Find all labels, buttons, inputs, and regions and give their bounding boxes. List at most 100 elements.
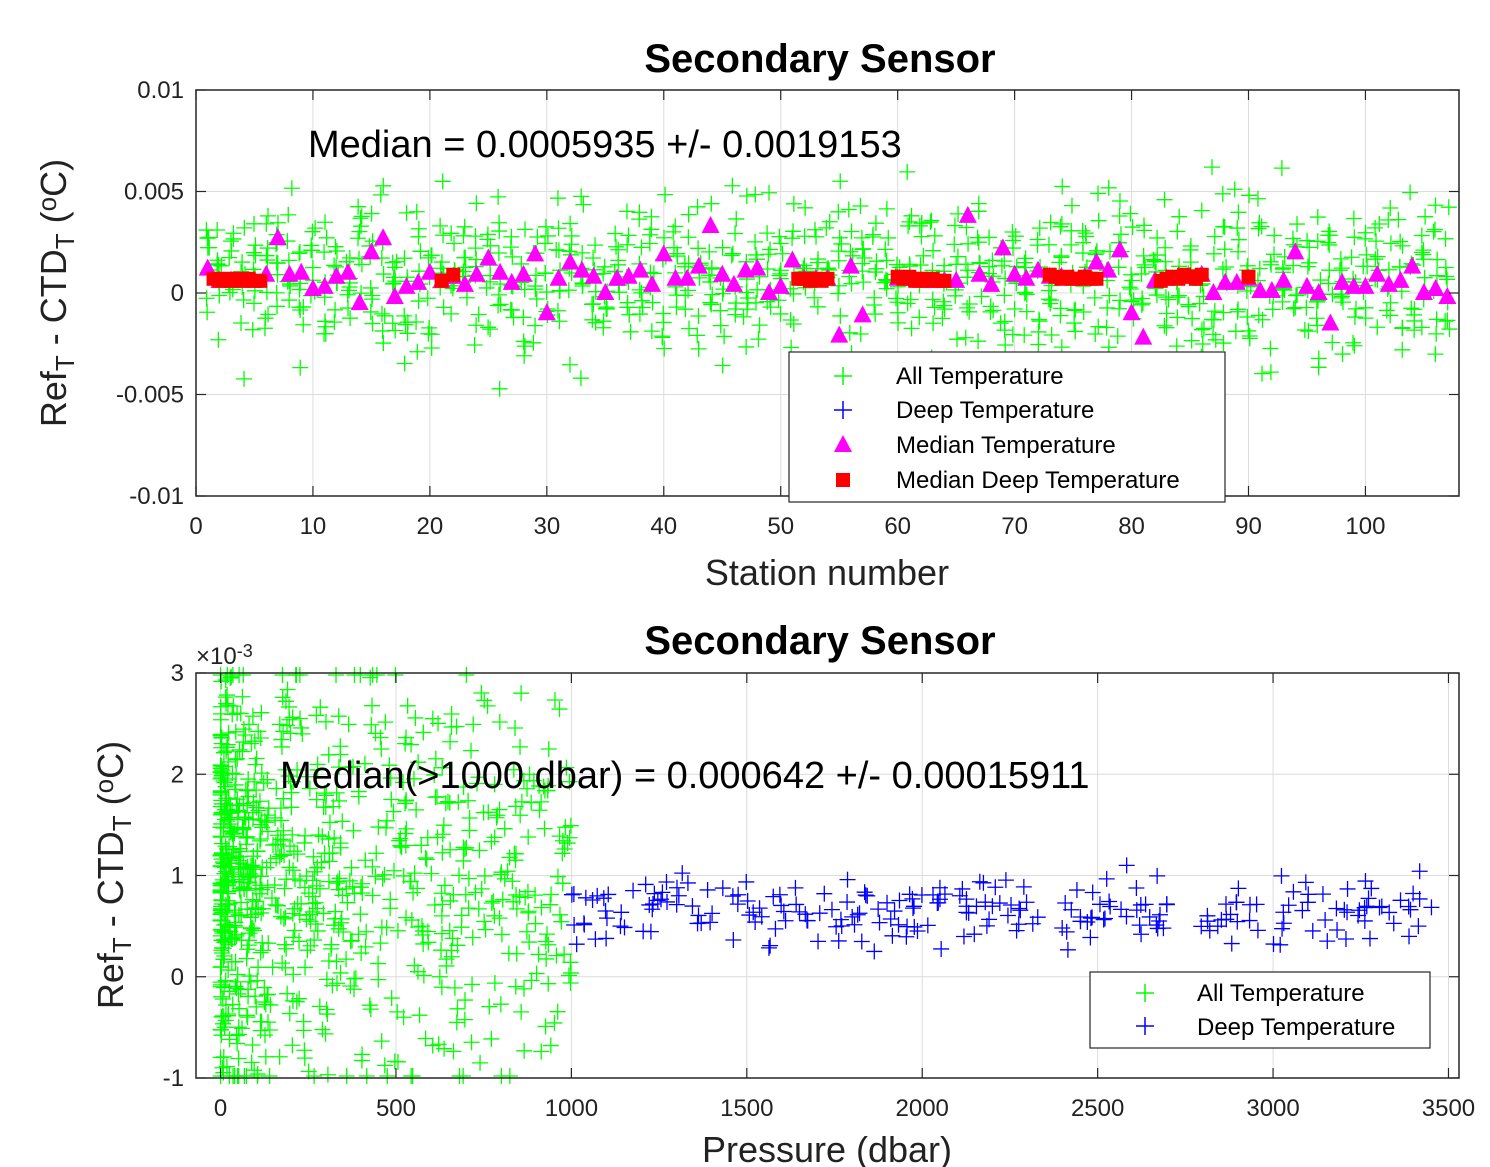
top-point-all-temperature [1309, 209, 1326, 226]
top-x-tick-label: 100 [1345, 513, 1385, 540]
top-point-all-temperature [1214, 185, 1231, 202]
top-median-annotation: Median = 0.0005935 +/- 0.0019153 [308, 124, 902, 166]
top-point-all-temperature [575, 196, 592, 213]
bottom-point-all-temperature [434, 826, 451, 843]
bottom-point-all-temperature [373, 740, 390, 757]
top-point-median-deep-temperature [1194, 267, 1209, 282]
top-point-all-temperature [1053, 249, 1070, 266]
top-point-all-temperature [1101, 287, 1118, 304]
bottom-point-all-temperature [426, 766, 443, 783]
top-point-all-temperature [1194, 336, 1211, 353]
top-point-median-temperature [1368, 264, 1387, 282]
top-point-all-temperature [631, 211, 648, 228]
bottom-point-all-temperature [370, 971, 387, 988]
bottom-point-deep-temperature [851, 905, 868, 922]
top-point-all-temperature [504, 248, 521, 265]
top-point-all-temperature [551, 313, 568, 330]
top-point-all-temperature [303, 242, 320, 259]
bottom-point-all-temperature [492, 996, 509, 1013]
top-point-all-temperature [1206, 228, 1223, 245]
bottom-point-all-temperature [232, 848, 249, 865]
bottom-point-all-temperature [461, 822, 478, 839]
top-point-all-temperature [1133, 296, 1150, 313]
bottom-point-all-temperature [455, 852, 472, 869]
bottom-point-all-temperature [246, 733, 263, 750]
bottom-point-all-temperature [331, 870, 348, 887]
bottom-point-all-temperature [238, 836, 255, 853]
top-point-all-temperature [342, 310, 359, 327]
bottom-point-deep-temperature [823, 901, 840, 918]
bottom-point-all-temperature [512, 738, 529, 755]
top-point-all-temperature [209, 222, 226, 239]
top-point-all-temperature [492, 296, 509, 313]
bottom-point-all-temperature [540, 740, 557, 757]
bottom-point-deep-temperature [1228, 894, 1245, 911]
top-point-all-temperature [1006, 300, 1023, 317]
bottom-point-all-temperature [260, 935, 277, 952]
top-point-all-temperature [317, 214, 334, 231]
bottom-point-all-temperature [527, 915, 544, 932]
bottom-point-all-temperature [253, 704, 270, 721]
bottom-point-all-temperature [219, 687, 236, 704]
top-legend-label-deep: Deep Temperature [896, 397, 1094, 424]
top-point-all-temperature [772, 305, 789, 322]
top-point-median-temperature [713, 264, 732, 282]
bottom-point-all-temperature [249, 972, 266, 989]
top-point-all-temperature [915, 247, 932, 264]
bottom-point-deep-temperature [1358, 898, 1375, 915]
top-point-all-temperature [1156, 317, 1173, 334]
bottom-point-all-temperature [463, 742, 480, 759]
bottom-point-all-temperature [330, 708, 347, 725]
top-point-median-temperature [1274, 270, 1293, 288]
bottom-point-all-temperature [536, 820, 553, 837]
top-point-all-temperature [1251, 214, 1268, 231]
bottom-point-all-temperature [217, 997, 234, 1014]
bottom-point-all-temperature [376, 866, 393, 883]
top-point-all-temperature [283, 180, 300, 197]
top-point-all-temperature [468, 317, 485, 334]
bottom-point-all-temperature [467, 884, 484, 901]
bottom-point-deep-temperature [1297, 874, 1314, 891]
top-legend-label-median: Median Temperature [896, 432, 1116, 459]
bottom-point-deep-temperature [1241, 912, 1258, 929]
bottom-point-all-temperature [404, 1067, 421, 1084]
bottom-point-all-temperature [389, 922, 406, 939]
bottom-point-all-temperature [450, 794, 467, 811]
top-point-all-temperature [398, 204, 415, 221]
top-point-all-temperature [527, 278, 544, 295]
top-point-all-temperature [1077, 225, 1094, 242]
bottom-point-all-temperature [508, 900, 525, 917]
top-point-all-temperature [997, 336, 1014, 353]
bottom-point-all-temperature [486, 776, 503, 793]
bottom-point-all-temperature [554, 875, 571, 892]
top-legend-label-median-deep: Median Deep Temperature [896, 467, 1180, 494]
bottom-point-all-temperature [435, 817, 452, 834]
bottom-point-all-temperature [546, 692, 563, 709]
top-point-all-temperature [341, 249, 358, 266]
bottom-point-deep-temperature [714, 880, 731, 897]
bottom-point-deep-temperature [600, 886, 617, 903]
bottom-point-all-temperature [232, 705, 249, 722]
top-point-all-temperature [633, 284, 650, 301]
bottom-point-all-temperature [330, 881, 347, 898]
bottom-point-all-temperature [489, 807, 506, 824]
bottom-point-all-temperature [408, 801, 425, 818]
top-point-all-temperature [854, 255, 871, 272]
bottom-point-all-temperature [227, 776, 244, 793]
top-x-tick-label: 20 [417, 513, 444, 540]
bottom-point-all-temperature [469, 775, 486, 792]
bottom-point-all-temperature [496, 870, 513, 887]
top-point-median-deep-temperature [446, 267, 461, 282]
bottom-x-tick-label: 0 [214, 1095, 227, 1122]
top-point-all-temperature [818, 219, 835, 236]
bottom-point-all-temperature [397, 795, 414, 812]
bottom-point-deep-temperature [1357, 873, 1374, 890]
bottom-point-all-temperature [240, 988, 257, 1005]
bottom-point-all-temperature [234, 1020, 251, 1037]
bottom-point-all-temperature [450, 867, 467, 884]
bottom-point-all-temperature [221, 895, 238, 912]
bottom-point-all-temperature [331, 792, 348, 809]
bottom-point-all-temperature [373, 1033, 390, 1050]
bottom-point-all-temperature [344, 878, 361, 895]
bottom-point-deep-temperature [1098, 870, 1115, 887]
